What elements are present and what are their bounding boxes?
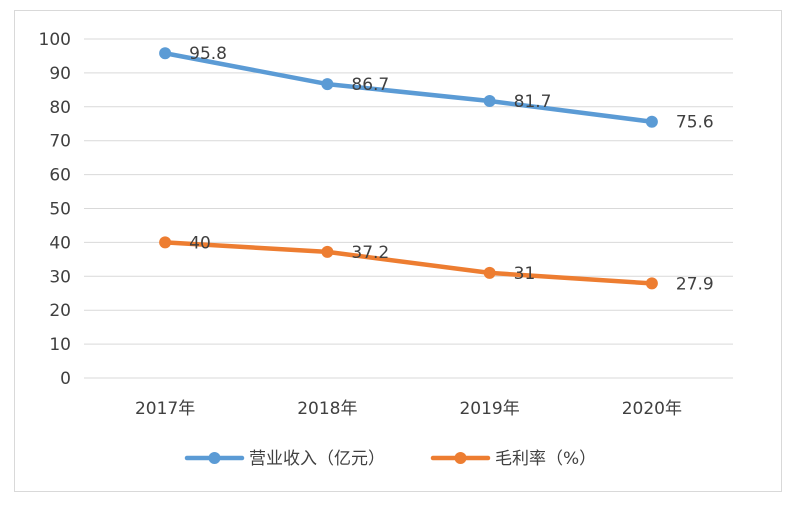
x-tick-label: 2019年 (459, 399, 519, 419)
data-label: 75.6 (676, 113, 714, 133)
y-tick-label: 100 (39, 30, 71, 50)
legend-swatch-marker (454, 452, 467, 464)
y-tick-label: 80 (49, 98, 71, 118)
data-label: 31 (514, 264, 536, 284)
y-axis-tick-labels: 0 10 20 30 40 50 60 70 80 90 100 (39, 30, 71, 389)
y-tick-label: 10 (49, 335, 71, 355)
x-tick-label: 2017年 (135, 399, 195, 419)
series-1 (159, 47, 658, 128)
series-line (162, 50, 655, 124)
data-point (159, 47, 172, 60)
data-label: 27.9 (676, 274, 714, 294)
grid-lines (84, 38, 733, 379)
data-point (483, 266, 496, 279)
x-axis-tick-labels: 2017年 2018年 2019年 2020年 (135, 399, 682, 419)
data-point (483, 95, 496, 108)
legend-label: 营业收入（亿元） (249, 449, 385, 469)
data-point (645, 115, 658, 128)
data-point (159, 236, 172, 249)
y-tick-label: 0 (60, 369, 71, 389)
y-tick-label: 90 (49, 64, 71, 84)
y-tick-label: 40 (49, 233, 71, 253)
data-labels: 95.8 86.7 81.7 75.6 40 37.2 31 27.9 (189, 44, 714, 294)
data-point (321, 78, 334, 91)
data-label: 81.7 (514, 92, 552, 112)
series-2 (159, 236, 658, 290)
y-tick-label: 50 (49, 200, 71, 220)
legend-item-1: 营业收入（亿元） (184, 449, 385, 469)
legend-item-2: 毛利率（%） (430, 449, 596, 469)
y-tick-label: 20 (49, 301, 71, 321)
x-tick-label: 2020年 (622, 399, 682, 419)
series-lines (159, 47, 658, 290)
data-label: 95.8 (189, 44, 227, 64)
data-point (645, 277, 658, 290)
data-point (321, 245, 334, 258)
series-line (162, 240, 655, 286)
legend-label: 毛利率（%） (495, 449, 596, 469)
data-label: 40 (189, 233, 211, 253)
x-tick-label: 2018年 (297, 399, 357, 419)
data-label: 86.7 (351, 75, 389, 95)
y-tick-label: 60 (49, 166, 71, 186)
chart-frame: 0 10 20 30 40 50 60 70 80 90 100 2017年 2018年 2019年 20… (14, 10, 782, 492)
y-tick-label: 70 (49, 132, 71, 152)
legend-swatch-marker (208, 452, 221, 464)
legend: 营业收入（亿元） 毛利率（%） (184, 449, 596, 469)
data-label: 37.2 (351, 243, 389, 263)
y-tick-label: 30 (49, 267, 71, 287)
